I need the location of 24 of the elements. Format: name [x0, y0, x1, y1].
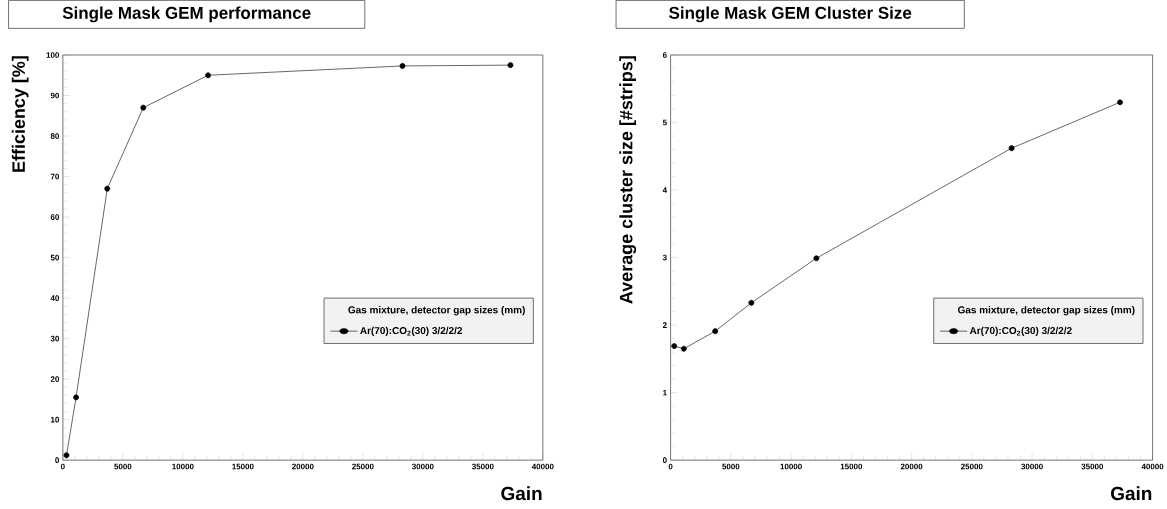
point	[507, 62, 514, 69]
point	[671, 343, 678, 349]
legend-title: Gas mixture, detector gap sizes (mm)	[957, 306, 1135, 316]
y-axis-title: Average cluster size [#strips]	[619, 56, 637, 304]
point	[813, 255, 820, 262]
x-axis-title: Gain	[501, 486, 542, 501]
legend-label: Ar(70):CO$_{2}$(30) 3/2/2/2	[360, 326, 463, 337]
point	[680, 345, 687, 352]
point	[205, 72, 211, 79]
legend-title: Gas mixture, detector gap sizes (mm)	[348, 306, 525, 316]
point	[104, 185, 111, 192]
point	[1008, 145, 1015, 152]
point	[399, 63, 406, 69]
point	[712, 328, 719, 335]
legend-label: Ar(70):CO$_{2}$(30) 3/2/2/2	[969, 326, 1072, 337]
point	[1117, 99, 1123, 106]
y-axis-title: Efficiency [%]	[11, 56, 29, 172]
point	[73, 394, 79, 401]
point	[748, 299, 755, 306]
point	[140, 104, 147, 111]
point	[63, 452, 70, 459]
chart-title: Single Mask GEM performance	[62, 6, 311, 23]
x-axis-title: Gain	[1111, 486, 1152, 501]
chart-title: Single Mask GEM Cluster Size	[669, 6, 912, 23]
